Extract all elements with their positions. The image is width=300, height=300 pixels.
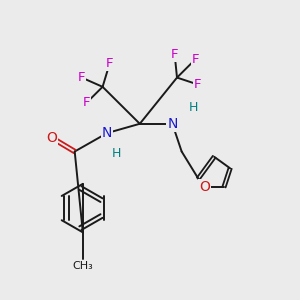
Text: H: H — [112, 147, 121, 160]
Text: F: F — [192, 52, 199, 66]
Text: F: F — [171, 48, 178, 61]
Text: N: N — [167, 117, 178, 131]
Text: N: N — [102, 126, 112, 140]
Text: F: F — [78, 71, 85, 84]
Text: F: F — [82, 97, 90, 110]
Text: F: F — [194, 78, 202, 91]
Text: CH₃: CH₃ — [73, 261, 93, 271]
Text: O: O — [46, 130, 57, 145]
Text: H: H — [189, 101, 198, 114]
Text: F: F — [106, 57, 113, 70]
Text: O: O — [199, 180, 210, 194]
